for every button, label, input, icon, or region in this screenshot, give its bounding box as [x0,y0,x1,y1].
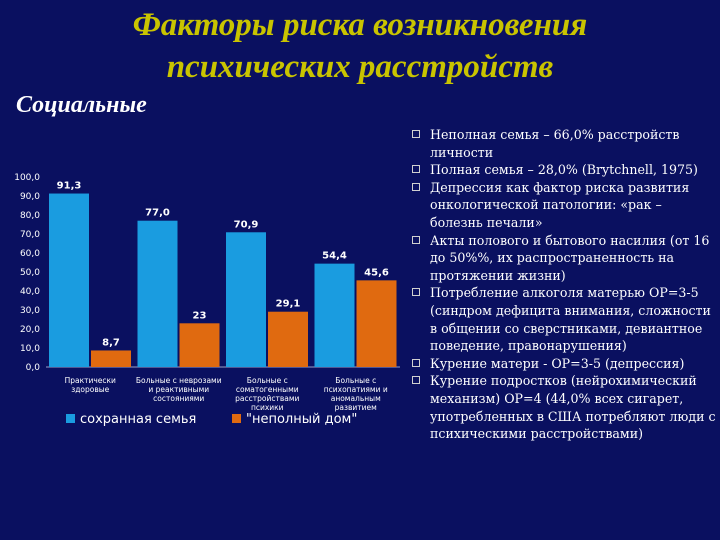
category-label: Практически [65,376,116,385]
bullet-item: Потребление алкоголя матерью ОР=3-5 (син… [410,284,716,354]
square-bullet-icon [412,182,420,191]
y-tick-label: 40,0 [20,287,40,297]
y-tick-label: 90,0 [20,192,40,202]
bullet-item: Курение подростков (нейрохимический меха… [410,372,716,442]
category-label: Больные с [335,376,376,385]
y-tick-label: 30,0 [20,306,40,316]
square-bullet-icon [412,130,420,138]
y-tick-label: 10,0 [20,344,40,354]
y-tick-label: 0,0 [26,363,41,373]
bar-orange [268,311,308,367]
legend-swatch [232,414,241,423]
bar-orange [91,350,131,367]
bullet-item: Курение матери - ОР=3-5 (депрессия) [410,355,716,373]
bar-blue [226,232,266,367]
category-label: состояниями [153,394,204,403]
bullet-text: Депрессия как фактор риска развития онко… [430,179,690,230]
bar-orange [356,280,397,367]
data-label: 29,1 [276,299,301,310]
bar-blue [314,263,355,367]
data-label: 91,3 [57,181,82,192]
square-bullet-icon [412,358,420,367]
category-label: и реактивными [148,385,209,394]
data-label: 77,0 [145,208,170,219]
bar-orange [179,323,220,367]
bullet-text: Полная семья – 28,0% (Brytchnell, 1975) [430,162,698,178]
category-label: развитием [335,403,377,412]
y-tick-label: 50,0 [20,268,40,278]
category-label: аномальным [331,394,381,403]
bullet-item: Депрессия как фактор риска развития онко… [410,179,716,232]
data-label: 23 [193,310,207,321]
legend-swatch [66,414,75,423]
bar-chart: 0,0 10,0 20,0 30,0 40,0 50,0 60,0 70,0 80,0 90,0 1… [14,173,400,427]
bullet-text: Курение матери - ОР=3-5 (депрессия) [430,355,685,371]
data-label: 70,9 [234,219,259,230]
bullet-text: Курение подростков (нейрохимический меха… [430,373,716,442]
category-label: психопатиями и [324,385,388,394]
category-label: соматогенными [236,385,299,394]
bar-blue [49,193,89,367]
data-label: 45,6 [364,267,389,278]
bullet-item: Акты полового и бытового насилия (от 16 … [410,232,716,285]
legend-label: сохранная семья [80,412,196,427]
square-bullet-icon [412,376,420,385]
category-label: психики [251,403,284,412]
category-label: расстройствами [235,394,299,403]
y-tick-label: 60,0 [20,249,40,259]
legend-label: "неполный дом" [246,412,357,427]
category-label: здоровые [71,385,109,394]
square-bullet-icon [412,165,420,174]
y-tick-label: 70,0 [20,230,40,240]
slide-title: Факторы риска возникновения психических … [0,4,720,88]
square-bullet-icon [412,235,420,244]
square-bullet-icon [412,288,420,297]
category-label: Больные с [247,376,288,385]
slide-title-line-1: Факторы риска возникновения [132,7,588,43]
slide-subtitle: Социальные [16,92,147,118]
slide-title-line-2: психических расстройств [166,49,554,85]
bullet-text: Потребление алкоголя матерью ОР=3-5 (син… [430,285,711,354]
y-tick-label: 20,0 [20,325,40,335]
bullet-text: Акты полового и бытового насилия (от 16 … [430,232,710,283]
data-label: 54,4 [322,251,347,262]
y-tick-label: 100,0 [14,173,40,183]
y-tick-label: 80,0 [20,211,40,221]
bullet-text: Неполная семья – 66,0% расстройств лично… [430,127,680,160]
data-label: 8,7 [102,337,120,348]
category-label: Больные с неврозами [136,376,222,385]
bullet-list: Неполная семья – 66,0% расстройств лично… [410,126,716,443]
bullet-item: Полная семья – 28,0% (Brytchnell, 1975) [410,161,716,179]
bullet-item: Неполная семья – 66,0% расстройств лично… [410,126,716,161]
bar-blue [137,220,178,367]
